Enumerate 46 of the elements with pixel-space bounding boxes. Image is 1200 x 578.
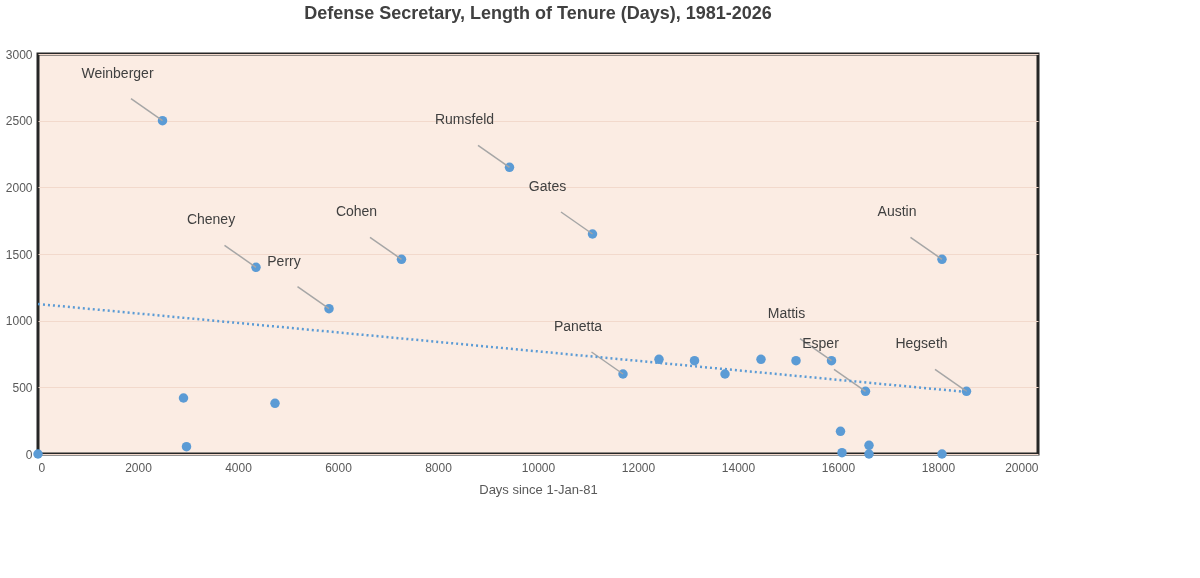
x-tick-label: 0 <box>38 460 46 475</box>
y-tick-label: 2500 <box>5 114 33 129</box>
x-tick-label: 18000 <box>921 460 956 475</box>
annotation: Gates <box>528 178 567 194</box>
x-tick-label: 20000 <box>1005 460 1039 475</box>
annotation: Cohen <box>335 203 378 220</box>
y-tick-label: 1500 <box>5 247 33 262</box>
y-tick-label: 500 <box>12 380 33 395</box>
point <box>837 447 847 458</box>
annotation: Weinberger <box>81 64 154 81</box>
annotation: Cheney <box>186 211 236 228</box>
point <box>33 449 43 459</box>
x-tick-label: 4000 <box>225 460 253 475</box>
point <box>791 355 801 366</box>
point <box>720 369 730 379</box>
point <box>937 449 947 459</box>
x-tick-label: 16000 <box>821 460 856 475</box>
x-tick-label: 2000 <box>125 460 153 475</box>
x-tick-label: 6000 <box>325 460 353 475</box>
x-tick-label: 8000 <box>425 460 453 475</box>
x-axis-title: Days since 1-Jan-81 <box>479 481 598 497</box>
y-tick-label: 2000 <box>5 180 33 195</box>
point <box>864 440 874 451</box>
point <box>324 303 334 314</box>
point <box>689 355 700 366</box>
y-tick-label: 3000 <box>5 47 33 62</box>
annotation: Hegseth <box>895 335 948 352</box>
point <box>178 393 189 403</box>
y-tick-label: 1000 <box>5 314 33 329</box>
x-tick-label: 10000 <box>521 460 556 475</box>
point <box>864 449 874 459</box>
annotation: Mattis <box>767 304 806 321</box>
point <box>654 354 664 365</box>
point <box>270 398 280 409</box>
annotation: Esper <box>802 335 840 352</box>
y-tick-label: 0 <box>25 447 33 462</box>
point <box>756 354 766 365</box>
x-tick-label: 12000 <box>621 460 656 475</box>
x-tick-label: 14000 <box>721 460 756 475</box>
annotation: Austin <box>877 203 917 220</box>
chart-title: Defense Secretary, Length of Tenure (Days), 1981-2026 <box>304 3 772 23</box>
annotation: Panetta <box>553 318 603 334</box>
point <box>181 441 192 452</box>
annotation: Rumsfeld <box>434 111 495 128</box>
annotation: Perry <box>267 252 301 269</box>
point <box>835 426 846 437</box>
